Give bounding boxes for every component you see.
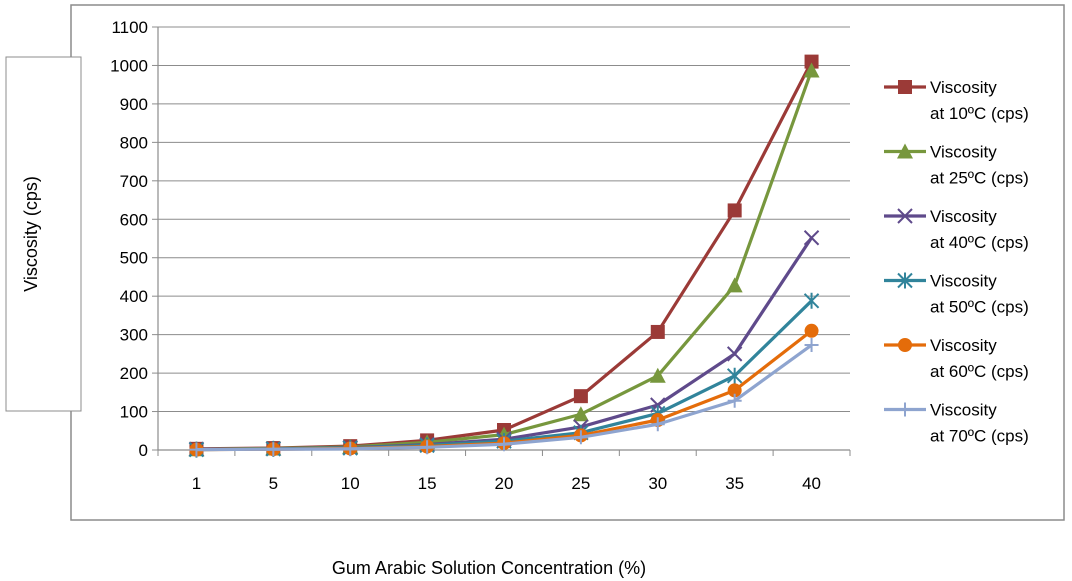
legend-label-line1: Viscosity <box>930 272 997 291</box>
data-point <box>189 442 204 457</box>
data-point <box>343 441 358 456</box>
y-tick-label: 300 <box>120 326 148 345</box>
legend-label-line2: at 50ºC (cps) <box>930 298 1029 317</box>
data-point <box>803 62 820 78</box>
x-tick-label: 30 <box>648 474 667 493</box>
data-point <box>803 292 820 309</box>
data-point <box>266 442 281 457</box>
x-tick-label: 1 <box>192 474 201 493</box>
data-point <box>727 393 742 408</box>
legend-label-line2: at 60ºC (cps) <box>930 362 1029 381</box>
y-tick-label: 700 <box>120 172 148 191</box>
data-point <box>804 323 819 338</box>
legend-label-line2: at 70ºC (cps) <box>930 427 1029 446</box>
y-axis-title: Viscosity (cps) <box>21 176 41 292</box>
legend-marker <box>898 80 912 94</box>
y-tick-label: 500 <box>120 249 148 268</box>
y-tick-label: 0 <box>139 441 148 460</box>
data-point <box>650 324 665 339</box>
legend-label-line2: at 10ºC (cps) <box>930 104 1029 123</box>
y-tick-label: 100 <box>120 403 148 422</box>
legend-label-line1: Viscosity <box>930 143 997 162</box>
legend-item: Viscosity at 10ºC (cps) <box>884 78 1029 123</box>
x-tick-label: 20 <box>495 474 514 493</box>
legend-label-line1: Viscosity <box>930 336 997 355</box>
legend-marker <box>898 402 912 417</box>
data-point <box>573 430 588 445</box>
data-point <box>650 417 665 432</box>
x-axis-title: Gum Arabic Solution Concentration (%) <box>332 558 646 578</box>
y-tick-label: 1000 <box>110 56 148 75</box>
data-point <box>804 54 819 69</box>
y-tick-label: 1100 <box>111 18 148 37</box>
legend-item: Viscosity at 60ºC (cps) <box>884 336 1029 381</box>
data-point <box>727 383 742 398</box>
data-point <box>726 346 743 362</box>
data-point <box>497 437 511 452</box>
y-tick-label: 400 <box>120 287 148 306</box>
legend-marker <box>898 338 912 352</box>
legend-label-line1: Viscosity <box>930 401 997 420</box>
gridlines <box>158 26 850 413</box>
legend-marker <box>897 272 913 289</box>
y-tick-label: 600 <box>120 210 148 229</box>
x-tick-label: 25 <box>571 474 590 493</box>
series-lines <box>188 54 820 458</box>
legend-label-line1: Viscosity <box>930 207 997 226</box>
legend-label-line2: at 40ºC (cps) <box>930 233 1029 252</box>
data-point <box>727 203 742 218</box>
y-tick-label: 900 <box>120 95 148 114</box>
data-point <box>726 277 743 293</box>
legend-item: Viscosity at 40ºC (cps) <box>884 207 1029 252</box>
data-point <box>649 367 666 383</box>
data-point <box>726 367 743 384</box>
chart-frame <box>70 4 1065 521</box>
data-point <box>420 440 435 455</box>
legend-marker <box>897 143 913 159</box>
data-point <box>573 389 588 404</box>
legend-marker <box>897 208 913 224</box>
x-tick-label: 5 <box>269 474 278 493</box>
x-tick-label: 10 <box>341 474 360 493</box>
x-tick-label: 15 <box>418 474 437 493</box>
x-tick-label: 40 <box>802 474 821 493</box>
y-tick-label: 800 <box>120 133 148 152</box>
legend-label-line2: at 25ºC (cps) <box>930 169 1029 188</box>
legend-item: Viscosity at 50ºC (cps) <box>884 272 1029 317</box>
legend-item: Viscosity at 70ºC (cps) <box>884 401 1029 446</box>
legend-item: Viscosity at 25ºC (cps) <box>884 143 1029 188</box>
data-point <box>803 230 820 246</box>
legend: Viscosity at 10ºC (cps) Viscosity at 25ºC (… <box>884 78 1029 446</box>
y-axis-title-box <box>5 56 82 412</box>
data-point <box>804 338 819 353</box>
data-point <box>572 406 589 422</box>
y-tick-label: 200 <box>120 364 148 383</box>
x-tick-label: 35 <box>725 474 744 493</box>
legend-label-line1: Viscosity <box>930 78 997 97</box>
series-6 <box>189 338 819 457</box>
